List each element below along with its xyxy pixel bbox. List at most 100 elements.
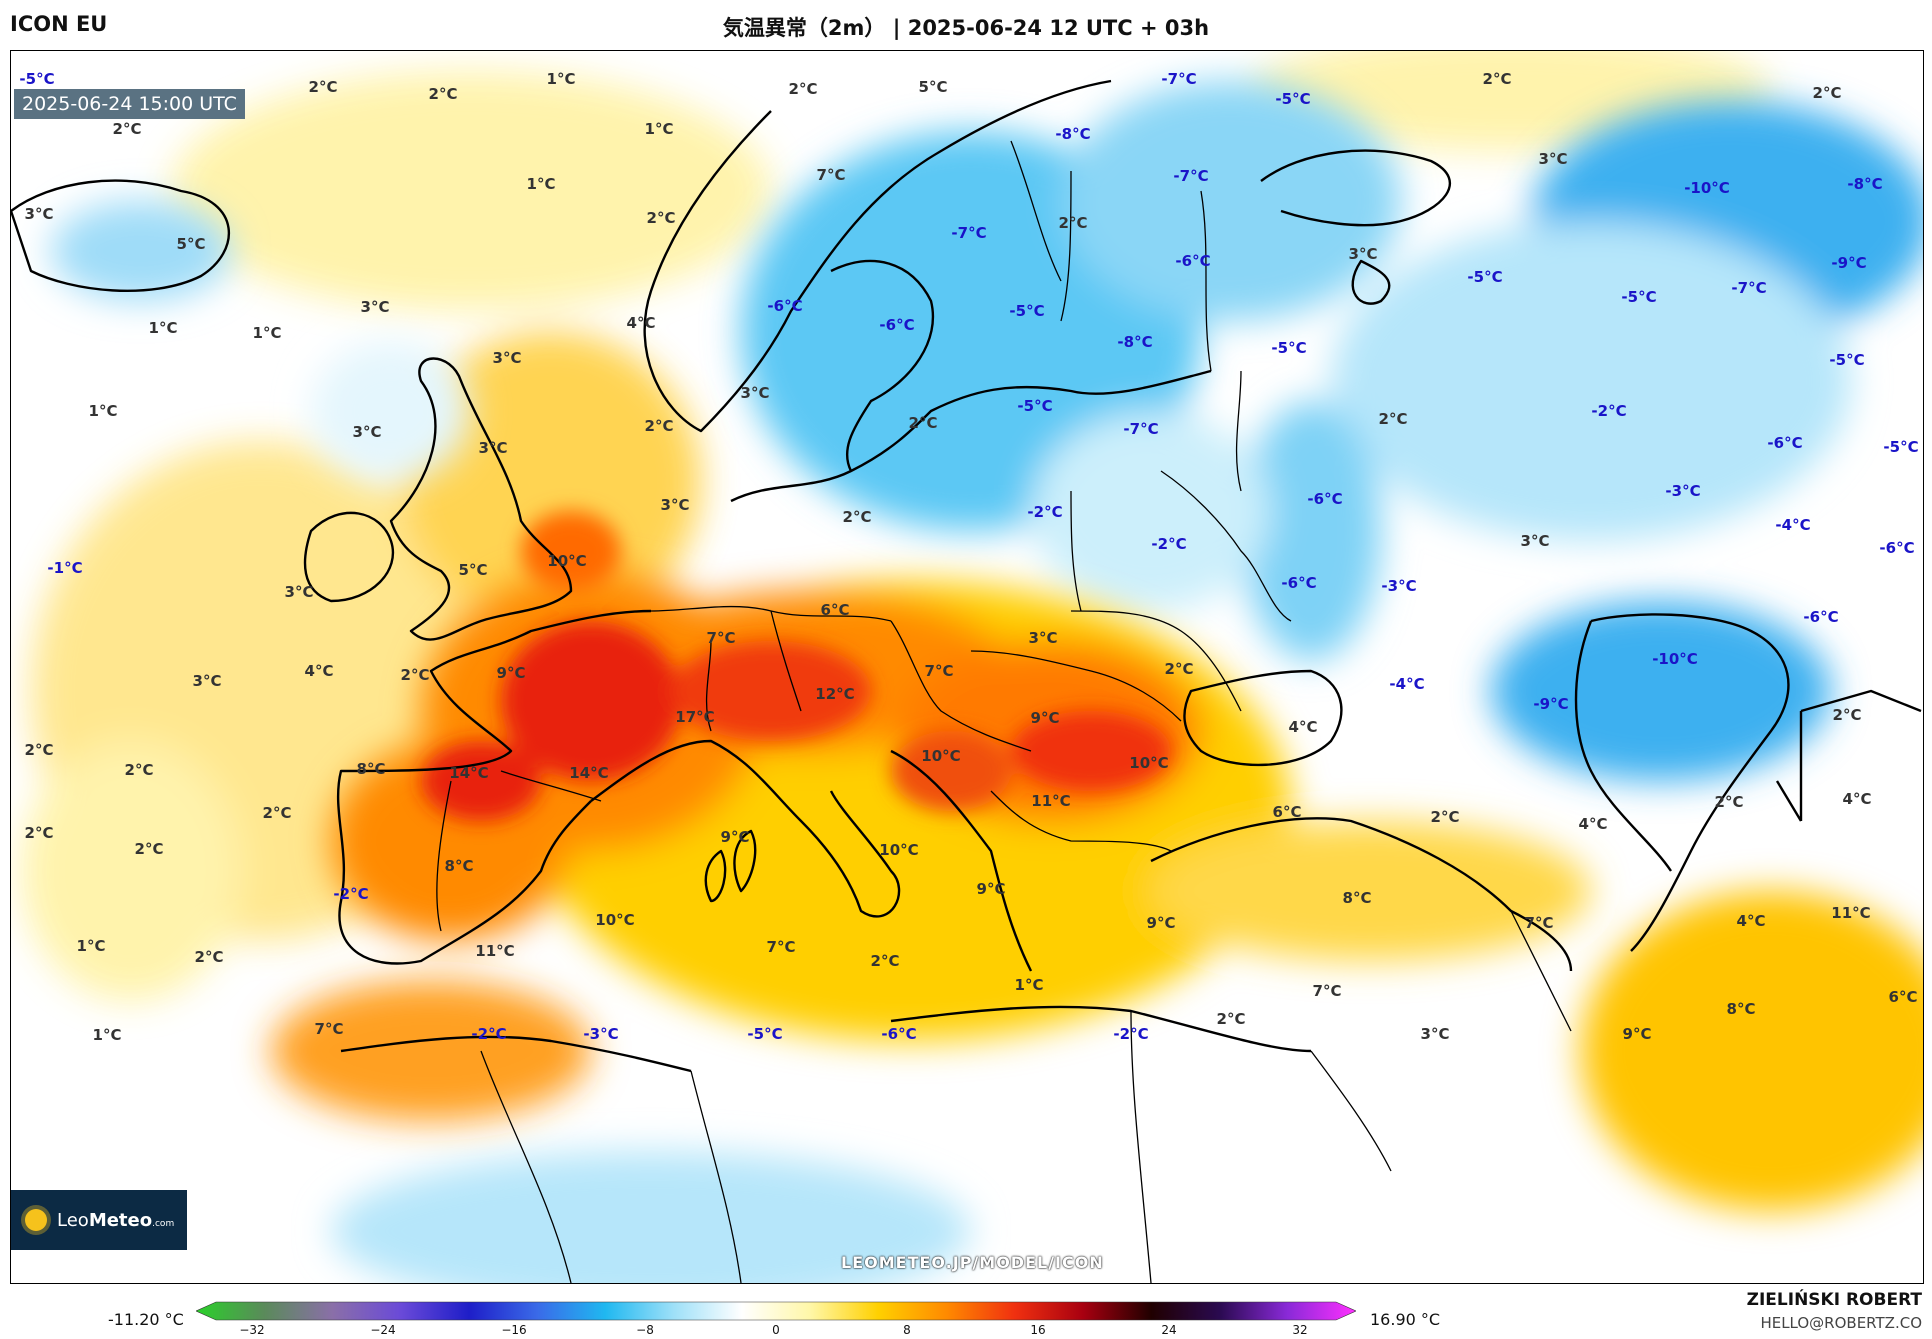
colorbar-min-label: -11.20 °C [108, 1310, 184, 1329]
coastlines [11, 79, 1922, 1073]
temperature-label: 4°C [304, 662, 334, 680]
temperature-label: 2°C [308, 78, 338, 96]
colorbar-tick: −8 [636, 1323, 654, 1337]
colorbar-tick: 0 [772, 1323, 780, 1337]
temperature-label: 7°C [766, 938, 796, 956]
temperature-label: 2°C [124, 761, 154, 779]
temperature-label: 9°C [1146, 914, 1176, 932]
temperature-label: 9°C [1622, 1025, 1652, 1043]
temperature-label: -2°C [1591, 402, 1627, 420]
leometeo-logo[interactable]: LeoMeteo.com [11, 1190, 187, 1250]
colorbar-tick: −24 [370, 1323, 396, 1337]
temperature-label: 2°C [1482, 70, 1512, 88]
temperature-label: 2°C [1430, 808, 1460, 826]
temperature-label: -10°C [1652, 650, 1698, 668]
temperature-label: -2°C [333, 885, 369, 903]
model-name: ICON EU [10, 12, 108, 36]
temperature-label: 5°C [176, 235, 206, 253]
temperature-label: 8°C [444, 857, 474, 875]
valid-time-badge: 2025-06-24 15:00 UTC [14, 89, 245, 119]
anomaly-map[interactable]: 2025-06-24 15:00 UTC -5°C 2°C 2°C 1°C 2°C 5°C… [10, 50, 1924, 1284]
temperature-label: 10°C [921, 747, 961, 765]
temperature-label: -2°C [1027, 503, 1063, 521]
temperature-label: -6°C [1175, 252, 1211, 270]
temperature-label: 2°C [842, 508, 872, 526]
temperature-label: -8°C [1055, 125, 1091, 143]
temperature-label: 3°C [660, 496, 690, 514]
temperature-label: 14°C [449, 764, 489, 782]
cold-field [51, 81, 1923, 1283]
temperature-label: 2°C [24, 824, 54, 842]
temperature-label: 2°C [1378, 410, 1408, 428]
author-name: ZIELIŃSKI ROBERT [1746, 1290, 1922, 1310]
colorbar-tick: 8 [903, 1323, 911, 1337]
map-canvas [11, 51, 1923, 1283]
temperature-label: 10°C [547, 552, 587, 570]
temperature-label: 1°C [92, 1026, 122, 1044]
temperature-label: 3°C [1348, 245, 1378, 263]
temperature-label: 7°C [706, 629, 736, 647]
temperature-label: 4°C [1578, 815, 1608, 833]
temperature-label: -9°C [1533, 695, 1569, 713]
temperature-label: -5°C [747, 1025, 783, 1043]
temperature-label: 1°C [526, 175, 556, 193]
temperature-label: 4°C [1736, 912, 1766, 930]
temperature-label: 2°C [1164, 660, 1194, 678]
temperature-label: 5°C [458, 561, 488, 579]
temperature-label: 3°C [1520, 532, 1550, 550]
temperature-label: 3°C [478, 439, 508, 457]
temperature-label: -6°C [767, 297, 803, 315]
temperature-label: 3°C [24, 205, 54, 223]
temperature-label: 2°C [24, 741, 54, 759]
chart-title: 気温異常（2m） | 2025-06-24 12 UTC + 03h [722, 16, 1210, 40]
temperature-label: 7°C [924, 662, 954, 680]
temperature-label: 4°C [1288, 718, 1318, 736]
temperature-label: 1°C [546, 70, 576, 88]
hot-core-field [421, 511, 1171, 821]
temperature-label: 2°C [644, 417, 674, 435]
colorbar-tick: 16 [1030, 1323, 1046, 1337]
temperature-label: 12°C [815, 685, 855, 703]
temperature-label: 1°C [148, 319, 178, 337]
temperature-label: 6°C [1888, 988, 1918, 1006]
temperature-label: 2°C [1714, 793, 1744, 811]
temperature-label: 5°C [918, 78, 948, 96]
temperature-label: -8°C [1117, 333, 1153, 351]
temperature-label: 7°C [1524, 914, 1554, 932]
temperature-label: 9°C [720, 828, 750, 846]
temperature-label: -7°C [951, 224, 987, 242]
temperature-label: 9°C [1030, 709, 1060, 727]
temperature-label: 11°C [475, 942, 515, 960]
colorbar-tick: −16 [501, 1323, 527, 1337]
source-watermark: LEOMETEO.JP/MODEL/ICON [841, 1253, 1104, 1272]
colorbar-tick: −32 [239, 1323, 265, 1337]
temperature-label: 8°C [356, 760, 386, 778]
temperature-label: 2°C [134, 840, 164, 858]
temperature-label: 3°C [1420, 1025, 1450, 1043]
temperature-label: -5°C [1829, 351, 1865, 369]
temperature-label: -5°C [1467, 268, 1503, 286]
temperature-label: -5°C [1271, 339, 1307, 357]
temperature-label: 9°C [496, 664, 526, 682]
author-email[interactable]: HELLO@ROBERTZ.CO [1760, 1314, 1922, 1332]
temperature-label: -6°C [1803, 608, 1839, 626]
temperature-label: 1°C [252, 324, 282, 342]
temperature-label: 11°C [1031, 792, 1071, 810]
temperature-label: 6°C [1272, 803, 1302, 821]
borders [436, 140, 1572, 1283]
temperature-label: -6°C [1307, 490, 1343, 508]
temperature-label: -5°C [1275, 90, 1311, 108]
temperature-label: -5°C [1009, 302, 1045, 320]
temperature-label: -6°C [1879, 539, 1915, 557]
temperature-label: 3°C [740, 384, 770, 402]
temperature-label: 1°C [76, 937, 106, 955]
temperature-label: -7°C [1173, 167, 1209, 185]
temperature-label: 17°C [675, 708, 715, 726]
temperature-label: 2°C [646, 209, 676, 227]
temperature-label: -2°C [471, 1025, 507, 1043]
temperature-label: 2°C [194, 948, 224, 966]
temperature-label: -4°C [1389, 675, 1425, 693]
temperature-label: 3°C [1028, 629, 1058, 647]
temperature-label: 2°C [400, 666, 430, 684]
temperature-label: -7°C [1731, 279, 1767, 297]
